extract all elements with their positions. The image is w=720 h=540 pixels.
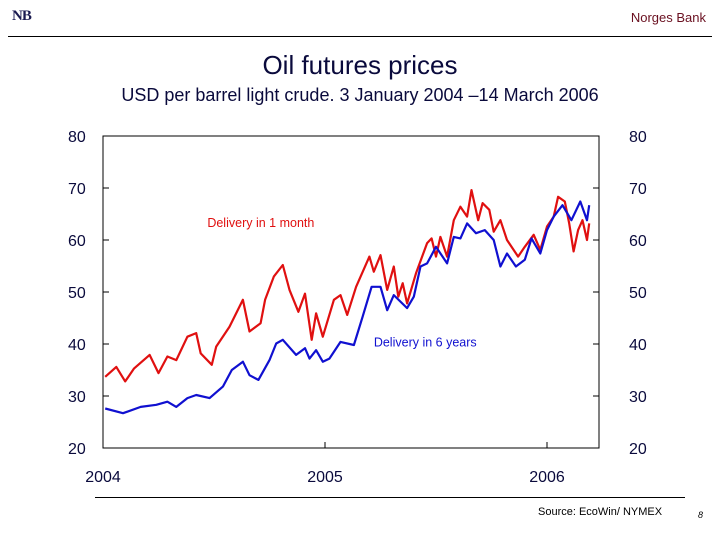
header-divider bbox=[8, 36, 712, 37]
y-tick-label-right: 60 bbox=[629, 233, 647, 250]
series-line-2 bbox=[104, 200, 591, 415]
plot-frame bbox=[102, 135, 600, 449]
norges-bank-logo: NB bbox=[12, 8, 32, 24]
y-tick-label-left: 80 bbox=[68, 129, 86, 146]
footer-divider bbox=[95, 497, 685, 498]
bank-name: Norges Bank bbox=[630, 10, 706, 25]
chart-title: Oil futures prices bbox=[262, 50, 458, 80]
y-tick-label-right: 20 bbox=[629, 441, 647, 458]
x-tick-label: 2005 bbox=[307, 469, 343, 486]
series-line-1 bbox=[104, 189, 591, 383]
series-label-2: Delivery in 6 years bbox=[374, 336, 477, 350]
y-tick-label-right: 40 bbox=[629, 337, 647, 354]
y-tick-label-left: 60 bbox=[68, 233, 86, 250]
series-label-1: Delivery in 1 month bbox=[207, 216, 314, 230]
x-tick-label: 2006 bbox=[529, 469, 565, 486]
y-tick-label-right: 80 bbox=[629, 129, 647, 146]
chart-subtitle: USD per barrel light crude. 3 January 20… bbox=[121, 85, 599, 105]
y-tick-label-right: 30 bbox=[629, 389, 647, 406]
y-tick-label-right: 50 bbox=[629, 285, 647, 302]
y-tick-label-left: 30 bbox=[68, 389, 86, 406]
page-number: 8 bbox=[698, 510, 704, 520]
source-note: Source: EcoWin/ NYMEX bbox=[538, 506, 663, 518]
y-tick-label-right: 70 bbox=[629, 181, 647, 198]
y-tick-label-left: 70 bbox=[68, 181, 86, 198]
y-tick-label-left: 40 bbox=[68, 337, 86, 354]
x-tick-label: 2004 bbox=[85, 469, 121, 486]
y-tick-label-left: 50 bbox=[68, 285, 86, 302]
y-tick-label-left: 20 bbox=[68, 441, 86, 458]
